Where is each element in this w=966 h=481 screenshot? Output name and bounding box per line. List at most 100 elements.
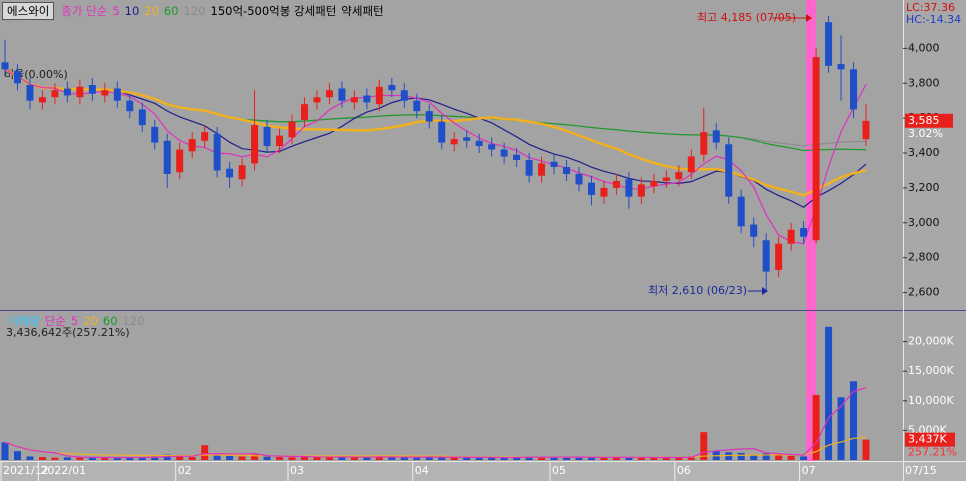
volume-bar: [650, 457, 658, 460]
volume-bar: [500, 457, 508, 460]
candle-body: [563, 166, 571, 174]
x-tick-label: 04: [415, 464, 429, 477]
candle-body: [113, 88, 121, 101]
candle-body: [388, 85, 396, 91]
y2-tick-label: 20,000K: [908, 335, 954, 348]
candle-body: [525, 160, 533, 176]
ma-prefix: 종가 단순: [61, 4, 108, 18]
candle-body: [600, 187, 608, 197]
candle-body: [325, 90, 333, 98]
ma-line: [4, 68, 867, 245]
candle-body: [575, 173, 583, 185]
volume-bar: [300, 457, 308, 460]
volume-ma-legend: 60: [102, 314, 118, 328]
candle-body: [637, 184, 645, 197]
volume-tag: 3,437K: [908, 433, 947, 446]
volume-bar: [51, 457, 59, 460]
candle-body: [375, 86, 383, 105]
candle-body: [163, 140, 171, 174]
volume-bar: [26, 456, 34, 460]
candle-body: [425, 111, 433, 122]
volume-bar: [163, 454, 171, 460]
price-legend: 에스와이 종가 단순 5 10 20 60 120 150억-500억봉 강세패턴 약세패턴: [2, 2, 384, 20]
volume-prefix: 단순: [44, 314, 66, 328]
candle-body: [438, 121, 446, 143]
volume-bar: [238, 456, 246, 460]
volume-bar: [812, 394, 820, 460]
axis-bg: [903, 0, 966, 462]
volume-bar: [450, 457, 458, 460]
candle-body: [63, 88, 71, 96]
volume-bar: [575, 457, 583, 460]
candle-body: [825, 22, 833, 66]
candle-body: [263, 126, 271, 147]
volume-bar: [76, 457, 84, 460]
candle-body: [850, 69, 858, 110]
volume-bar: [737, 452, 745, 460]
pattern-text: 150억-500억봉 강세패턴: [210, 4, 337, 18]
y-tick-label: 3,800: [908, 76, 940, 89]
volume-bar: [151, 456, 159, 460]
volume-bar: [176, 455, 184, 460]
x-tick-label: 05: [552, 464, 566, 477]
volume-ma-legend: 20: [83, 314, 98, 328]
x-tick-label: 2022/01: [40, 464, 86, 477]
x-end-label: 07/15: [905, 464, 937, 477]
price-tag: 3,585: [908, 114, 940, 127]
volume-bar: [637, 457, 645, 460]
volume-bar: [276, 457, 284, 460]
candle-body: [313, 97, 321, 103]
candle-body: [350, 97, 358, 103]
candle-body: [712, 130, 720, 143]
volume-bar: [350, 457, 358, 460]
volume-bar: [825, 326, 833, 460]
candle-body: [488, 144, 496, 150]
y-tick-label: 4,000: [908, 41, 940, 54]
volume-bar: [113, 457, 121, 460]
volume-bar: [563, 457, 571, 460]
volume-bar: [513, 457, 521, 460]
candle-body: [201, 132, 209, 141]
candle-body: [687, 156, 695, 173]
volume-bar: [488, 457, 496, 460]
volume-bar: [126, 457, 134, 460]
candle-body: [450, 139, 458, 145]
candle-body: [38, 97, 46, 103]
volume-bar: [612, 457, 620, 460]
ma-line: [4, 68, 867, 208]
volume-bar: [463, 457, 471, 460]
volume-bar: [862, 439, 870, 460]
candle-body: [288, 121, 296, 138]
volume-bar: [787, 455, 795, 460]
volume-bar: [263, 456, 271, 460]
volume-bar: [662, 457, 670, 460]
volume-bar: [687, 456, 695, 460]
candle-body: [76, 86, 84, 98]
ma-legend: 120: [183, 4, 206, 18]
volume-bar: [550, 457, 558, 460]
volume-bar: [138, 457, 146, 460]
candle-body: [1, 62, 9, 70]
candle-body: [812, 57, 820, 241]
candle-body: [513, 154, 521, 160]
candle-body: [662, 177, 670, 181]
candle-body: [226, 168, 234, 178]
volume-bar: [101, 457, 109, 460]
candle-body: [88, 85, 96, 94]
volume-title: 거래량: [8, 314, 40, 328]
volume-bar: [587, 457, 595, 460]
price-tag-bg: [905, 113, 953, 128]
volume-bar: [700, 432, 708, 460]
volume-bar: [201, 445, 209, 460]
candle-body: [151, 126, 159, 143]
ma-line: [4, 68, 867, 197]
volume-bar: [762, 453, 770, 460]
ma-legend: 20: [144, 4, 159, 18]
volume-bar: [675, 457, 683, 460]
ma-legend: 60: [163, 4, 179, 18]
candle-body: [775, 243, 783, 270]
volume-bar: [775, 455, 783, 460]
candle-body: [51, 90, 59, 98]
y2-tick-label: 10,000K: [908, 394, 954, 407]
